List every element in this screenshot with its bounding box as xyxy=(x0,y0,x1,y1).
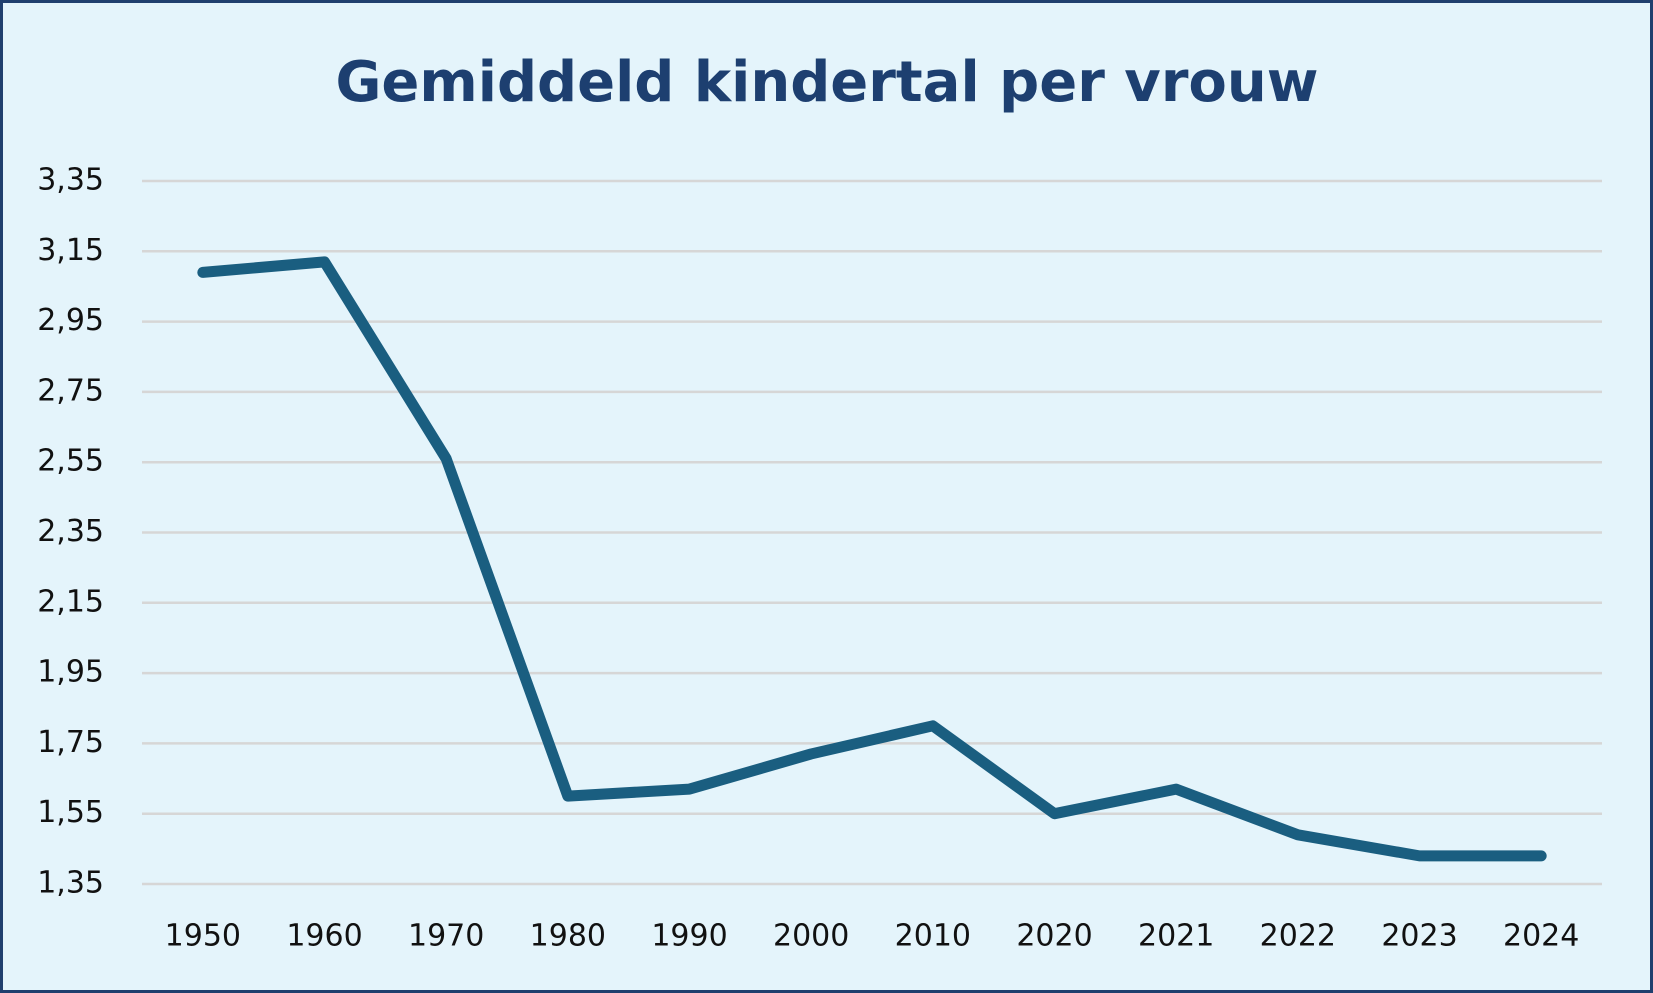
x-tick-label: 2022 xyxy=(1260,919,1336,954)
y-tick-label: 1,75 xyxy=(37,725,104,760)
y-tick-label: 2,35 xyxy=(37,514,104,549)
x-tick-label: 2021 xyxy=(1138,919,1214,954)
y-tick-label: 2,95 xyxy=(37,303,104,338)
x-tick-label: 2020 xyxy=(1016,919,1092,954)
y-tick-label: 2,75 xyxy=(37,373,104,408)
y-tick-label: 1,55 xyxy=(37,795,104,830)
x-tick-label: 2010 xyxy=(895,919,971,954)
x-tick-label: 2023 xyxy=(1381,919,1457,954)
x-tick-label: 1950 xyxy=(165,919,241,954)
x-tick-label: 1990 xyxy=(651,919,727,954)
x-tick-label: 2024 xyxy=(1503,919,1579,954)
y-tick-label: 2,15 xyxy=(37,584,104,619)
y-tick-label: 2,55 xyxy=(37,444,104,479)
y-tick-label: 1,35 xyxy=(37,866,104,901)
x-tick-label: 1970 xyxy=(408,919,484,954)
y-tick-label: 1,95 xyxy=(37,655,104,690)
x-tick-label: 1960 xyxy=(286,919,362,954)
chart-title: Gemiddeld kindertal per vrouw xyxy=(335,50,1318,115)
y-tick-label: 3,35 xyxy=(37,163,104,198)
data-line xyxy=(197,256,1547,862)
x-tick-label: 1980 xyxy=(530,919,606,954)
y-tick-label: 3,15 xyxy=(37,233,104,268)
x-tick-label: 2000 xyxy=(773,919,849,954)
